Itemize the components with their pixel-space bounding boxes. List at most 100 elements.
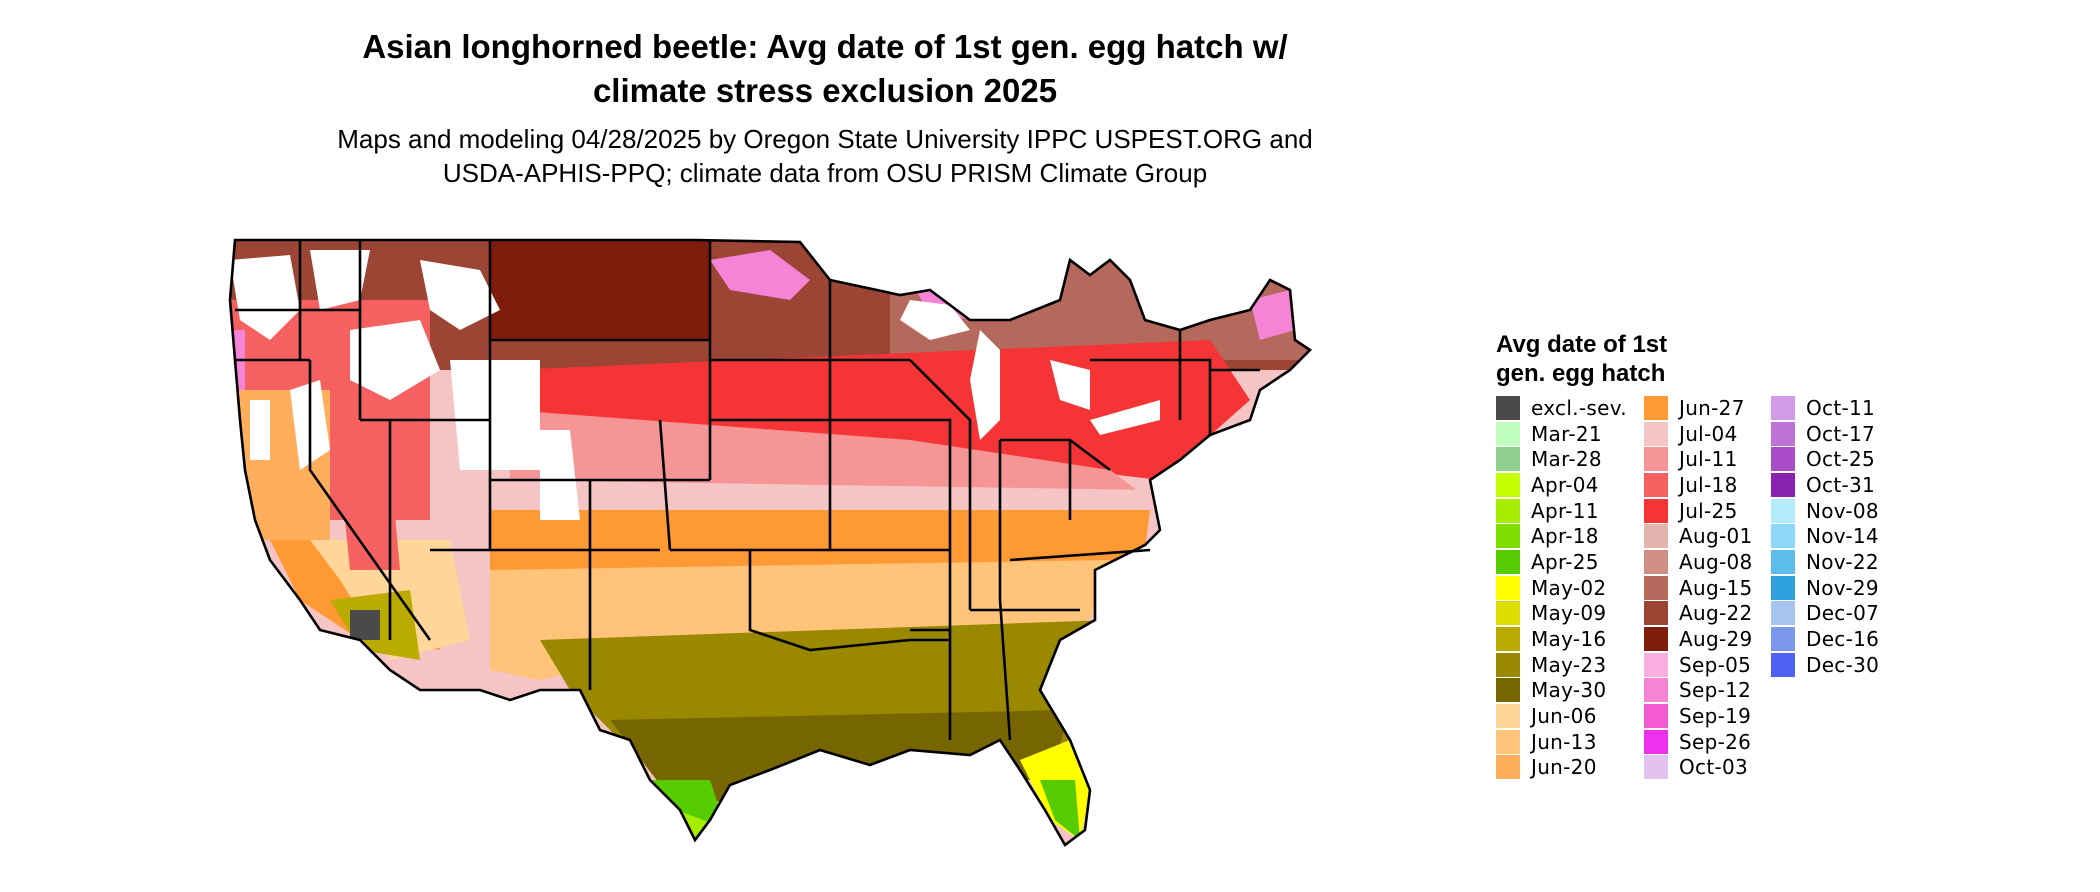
legend-label: Apr-18 [1531,524,1599,549]
legend-item: Jun-06 [1496,703,1627,729]
legend-swatch [1496,524,1520,549]
legend-item: Apr-11 [1496,498,1627,524]
legend-swatch [1496,704,1520,729]
legend-label: Oct-03 [1679,755,1749,780]
legend-swatch [1644,421,1668,446]
legend-swatch [1496,755,1520,780]
legend-swatch [1644,627,1668,652]
legend-label: Mar-28 [1531,447,1602,472]
legend-label: Apr-11 [1531,498,1599,523]
legend-label: Oct-31 [1806,472,1876,497]
legend-item: Jun-13 [1496,729,1627,755]
legend-label: May-30 [1531,678,1607,703]
legend-swatch [1771,395,1795,420]
legend-item: Jun-20 [1496,755,1627,781]
legend-swatch [1644,524,1668,549]
lake-erie [1090,400,1160,435]
legend-swatch [1644,601,1668,626]
legend-item: Oct-03 [1644,755,1753,781]
legend-swatch [1496,447,1520,472]
legend-swatch [1644,447,1668,472]
legend-item: Jul-25 [1644,498,1753,524]
legend-label: Jun-13 [1531,729,1597,754]
legend-swatch [1644,704,1668,729]
legend-item: Oct-11 [1771,395,1879,421]
legend-item: Jul-04 [1644,421,1753,447]
legend-label: Nov-14 [1806,524,1879,549]
legend-label: Jun-20 [1531,755,1597,780]
legend-item: May-23 [1496,652,1627,678]
legend-swatch [1644,652,1668,677]
legend-label: Sep-12 [1679,678,1752,703]
legend-title: Avg date of 1st gen. egg hatch [1496,330,1667,388]
legend-label: Sep-19 [1679,704,1752,729]
legend-swatch [1496,472,1520,497]
legend-swatch [1644,472,1668,497]
legend-column-3: Oct-11 Oct-17 Oct-25 Oct-31 Nov-08 Nov-14 Nov-… [1771,395,1879,678]
legend-item: Dec-16 [1771,626,1879,652]
legend-item: Jun-27 [1644,395,1753,421]
legend-label: Sep-05 [1679,652,1752,677]
legend-item: Aug-15 [1644,575,1753,601]
legend-item: Mar-28 [1496,446,1627,472]
legend-title-line-2: gen. egg hatch [1496,360,1666,387]
legend-item: Sep-19 [1644,703,1753,729]
legend-item: excl.-sev. [1496,395,1627,421]
legend-label: Sep-26 [1679,729,1752,754]
legend-item: Aug-22 [1644,601,1753,627]
legend-item: Nov-08 [1771,498,1879,524]
map-subtitle: Maps and modeling 04/28/2025 by Oregon S… [240,122,1410,190]
legend-swatch [1496,627,1520,652]
legend-item: Mar-21 [1496,421,1627,447]
legend-column-1: excl.-sev. Mar-21 Mar-28 Apr-04 Apr-11 Apr-18… [1496,395,1627,780]
legend-swatch [1496,729,1520,754]
legend-swatch [1644,549,1668,574]
title-line-1: Asian longhorned beetle: Avg date of 1st… [362,28,1288,65]
legend-item: Oct-25 [1771,446,1879,472]
legend-item: Sep-26 [1644,729,1753,755]
hatch-date-raster [230,240,1310,845]
legend-label: Dec-07 [1806,601,1880,626]
legend-label: Mar-21 [1531,421,1602,446]
legend-item: Dec-07 [1771,601,1879,627]
legend-label: Aug-22 [1679,601,1753,626]
legend-label: Dec-30 [1806,652,1880,677]
legend-label: Aug-15 [1679,575,1753,600]
legend-title-line-1: Avg date of 1st [1496,331,1668,358]
legend-item: Nov-14 [1771,523,1879,549]
legend-label: Oct-17 [1806,421,1876,446]
legend-column-2: Jun-27 Jul-04 Jul-11 Jul-18 Jul-25 Aug-01 Aug-… [1644,395,1753,780]
legend-swatch [1771,601,1795,626]
legend-label: Apr-04 [1531,472,1599,497]
legend-label: excl.-sev. [1531,395,1627,420]
legend-item: Oct-17 [1771,421,1879,447]
legend-swatch [1771,652,1795,677]
legend-swatch [1771,472,1795,497]
legend-item: Sep-12 [1644,678,1753,704]
legend-swatch [1644,678,1668,703]
lake-superior [900,300,970,340]
legend-swatch [1771,447,1795,472]
legend-swatch [1644,755,1668,780]
legend-item: Apr-18 [1496,523,1627,549]
legend-label: Aug-01 [1679,524,1753,549]
state-borders [228,238,1313,847]
legend-label: Jul-25 [1679,498,1738,523]
legend-label: Nov-29 [1806,575,1879,600]
map-title: Asian longhorned beetle: Avg date of 1st… [240,25,1410,113]
legend-item: Dec-30 [1771,652,1879,678]
us-map [228,238,1313,847]
legend-item: Aug-29 [1644,626,1753,652]
legend-label: Dec-16 [1806,627,1880,652]
subtitle-line-2: USDA-APHIS-PPQ; climate data from OSU PR… [442,158,1208,188]
legend-swatch [1496,549,1520,574]
legend-swatch [1644,395,1668,420]
legend-label: May-16 [1531,627,1607,652]
legend-label: Jun-27 [1679,395,1745,420]
legend-swatch [1771,575,1795,600]
legend-label: Nov-08 [1806,498,1879,523]
legend-item: Nov-22 [1771,549,1879,575]
legend-item: Jul-18 [1644,472,1753,498]
lake-huron [1050,360,1090,410]
legend-label: Nov-22 [1806,549,1879,574]
